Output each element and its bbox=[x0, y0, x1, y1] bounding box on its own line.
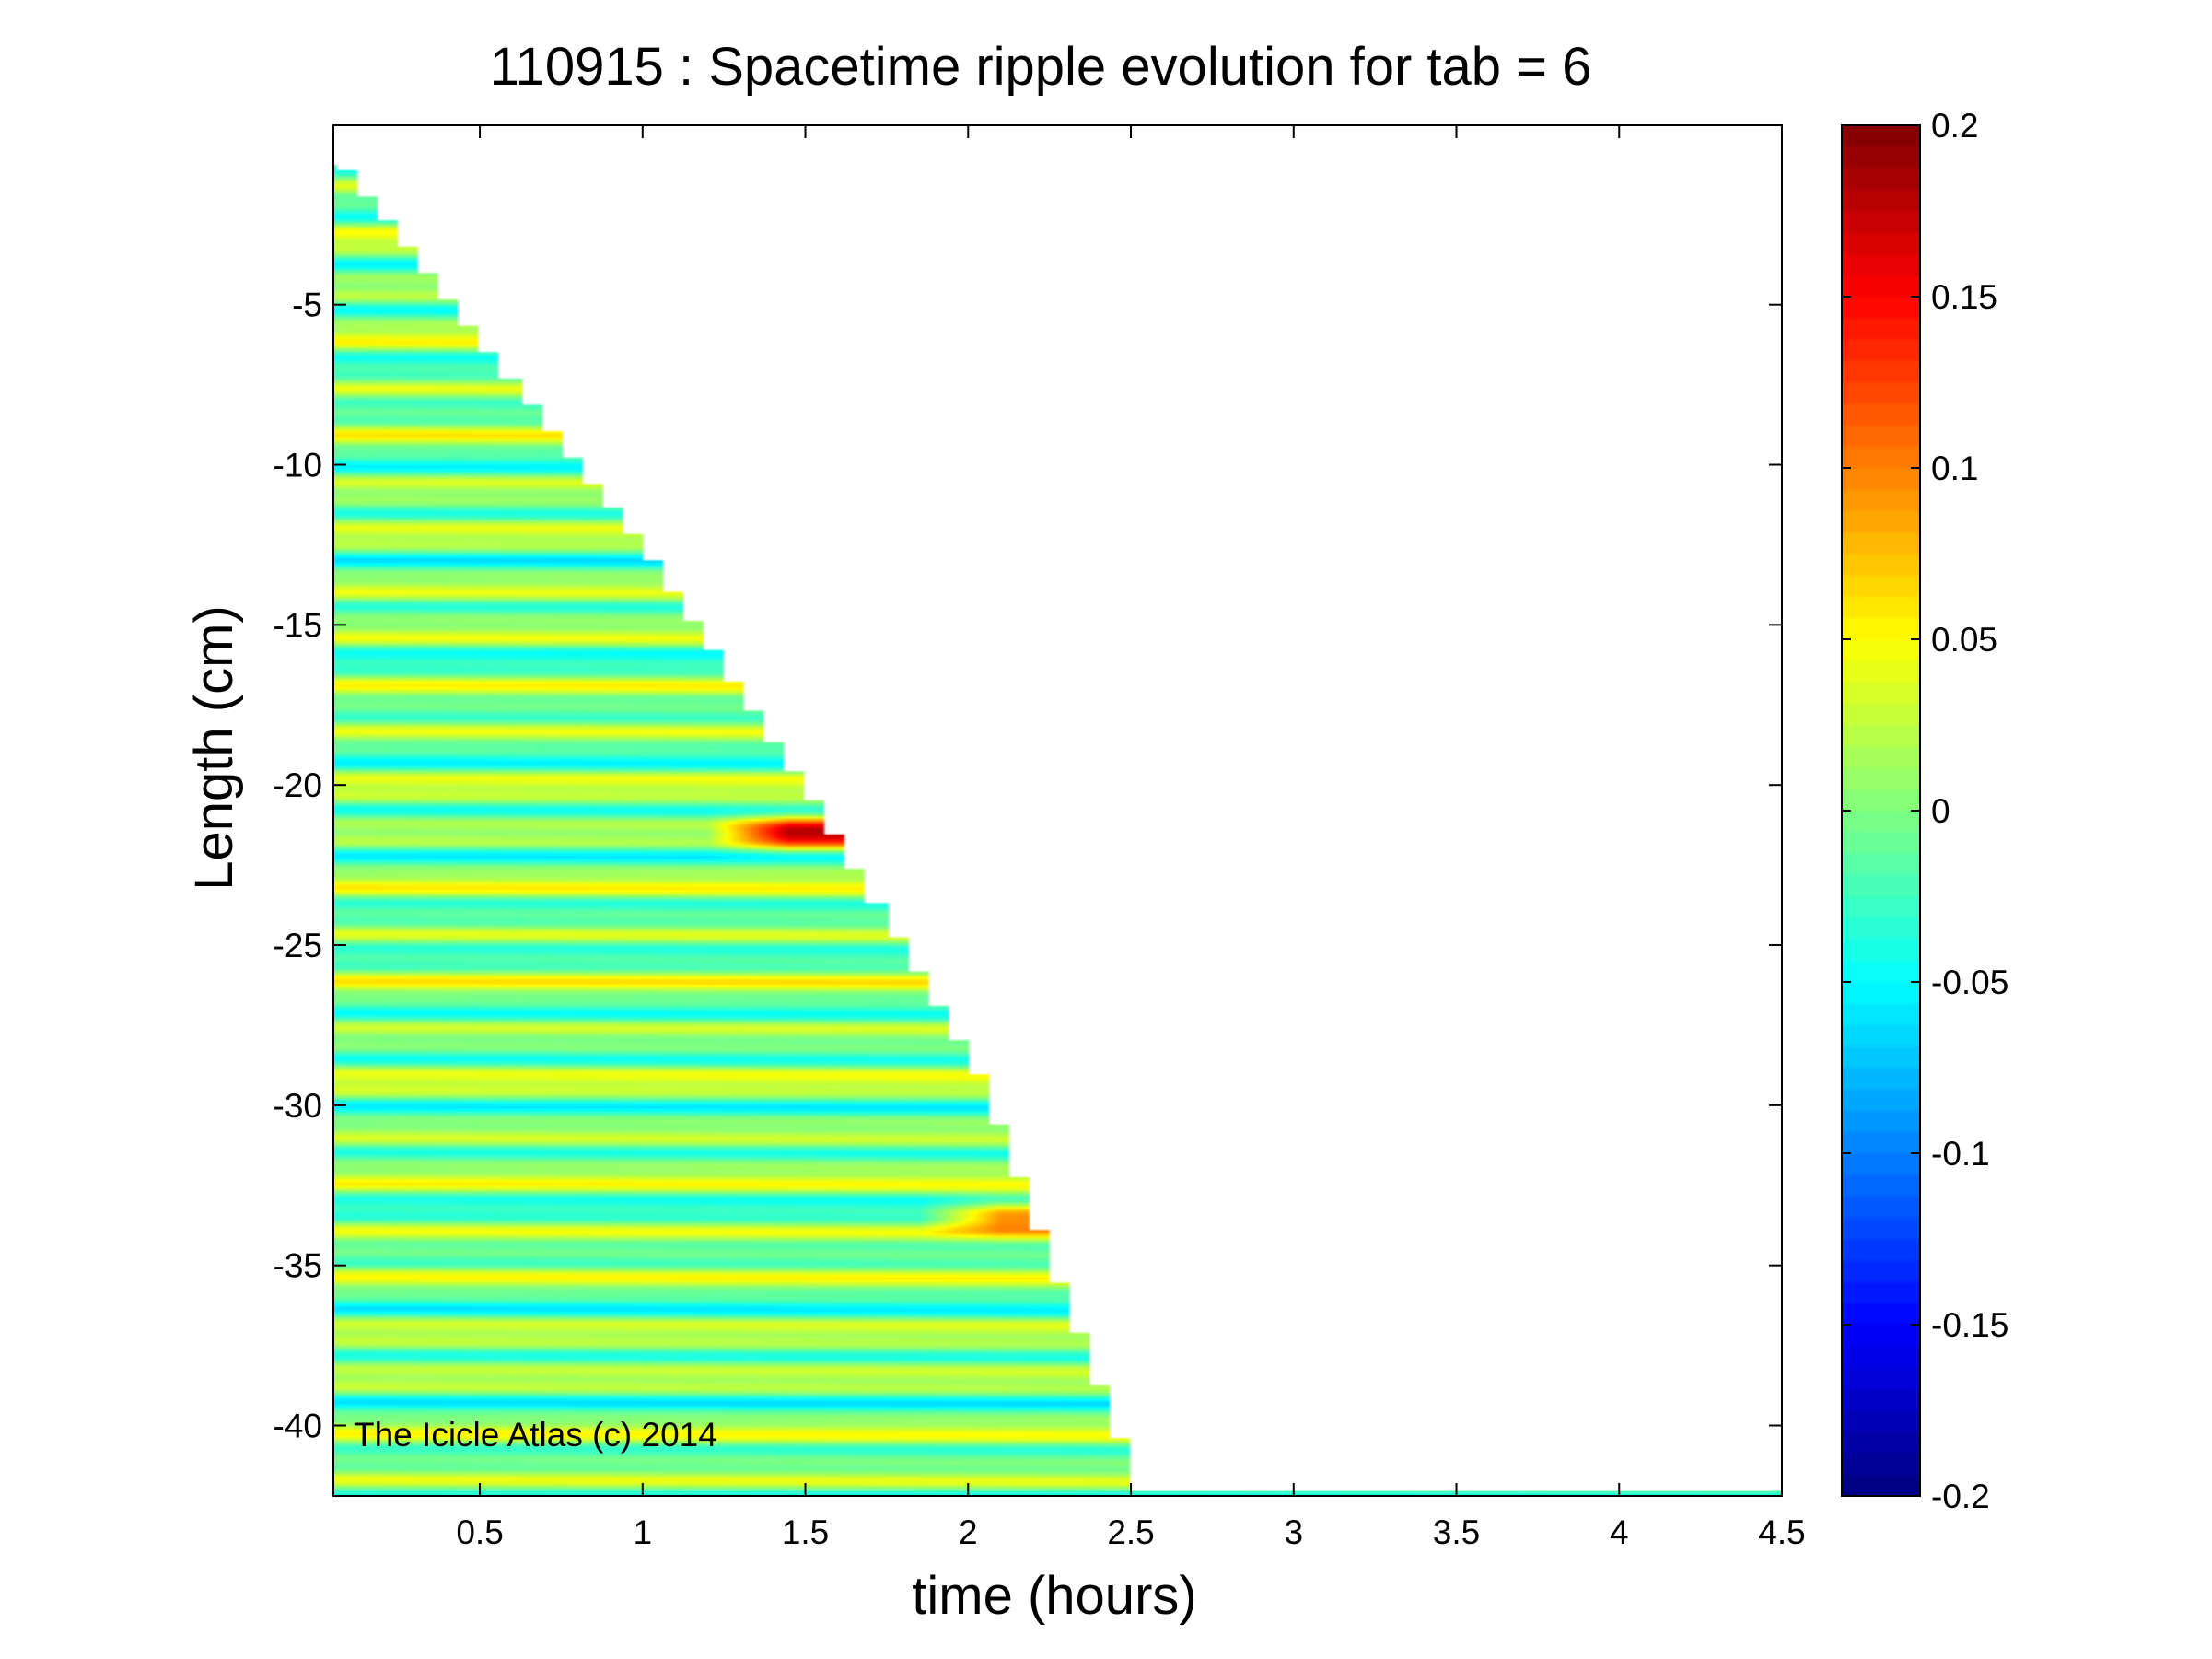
x-tick-label: 4.5 bbox=[1758, 1513, 1805, 1551]
heatmap-image bbox=[333, 125, 1782, 1496]
x-tick-label: 1 bbox=[634, 1513, 653, 1551]
y-tick-label: -20 bbox=[274, 766, 322, 804]
y-axis-label: Length (cm) bbox=[184, 605, 244, 890]
y-tick-label: -30 bbox=[274, 1087, 322, 1125]
colorbar-gradient bbox=[1842, 125, 1920, 1496]
x-tick-label: 3 bbox=[1284, 1513, 1303, 1551]
y-tick-label: -35 bbox=[274, 1247, 322, 1285]
colorbar-tick-label: 0.05 bbox=[1931, 621, 1997, 659]
x-tick-label: 4 bbox=[1610, 1513, 1629, 1551]
colorbar-tick-label: 0.1 bbox=[1931, 450, 1978, 487]
colorbar-tick-label: -0.2 bbox=[1931, 1478, 1990, 1515]
y-tick-label: -5 bbox=[292, 286, 322, 324]
y-axis: -5 -10 -15 -20 -25 -30 -35 -40 bbox=[274, 286, 1782, 1445]
colorbar-tick-label: 0 bbox=[1931, 792, 1950, 830]
plot-area bbox=[332, 124, 1783, 1497]
colorbar-tick-label: 0.2 bbox=[1931, 107, 1978, 145]
x-tick-label: 2.5 bbox=[1107, 1513, 1154, 1551]
x-tick-label: 3.5 bbox=[1433, 1513, 1480, 1551]
watermark-annotation: The Icicle Atlas (c) 2014 bbox=[354, 1416, 717, 1454]
colorbar-tick-label: -0.1 bbox=[1931, 1135, 1990, 1173]
y-tick-label: -10 bbox=[274, 447, 322, 485]
y-tick-label: -15 bbox=[274, 606, 322, 644]
chart-title: 110915 : Spacetime ripple evolution for … bbox=[490, 37, 1592, 97]
colorbar bbox=[1841, 124, 1921, 1497]
y-tick-label: -25 bbox=[274, 927, 322, 964]
colorbar-tick-label: -0.15 bbox=[1931, 1306, 2008, 1344]
x-axis-label: time (hours) bbox=[912, 1566, 1196, 1626]
x-tick-label: 0.5 bbox=[456, 1513, 503, 1551]
x-tick-label: 1.5 bbox=[782, 1513, 829, 1551]
colorbar-ticks: 0.2 0.15 0.1 0.05 0 -0.05 -0.1 -0.15 -0.2 bbox=[1842, 107, 2008, 1515]
plot-frame bbox=[332, 124, 1783, 1497]
y-tick-label: -40 bbox=[274, 1408, 322, 1445]
colorbar-tick-label: 0.15 bbox=[1931, 278, 1997, 316]
x-axis: 0.5 1 1.5 2 2.5 3 3.5 4 4.5 bbox=[456, 125, 1806, 1551]
x-tick-label: 2 bbox=[959, 1513, 978, 1551]
colorbar-tick-label: -0.05 bbox=[1931, 964, 2008, 1001]
